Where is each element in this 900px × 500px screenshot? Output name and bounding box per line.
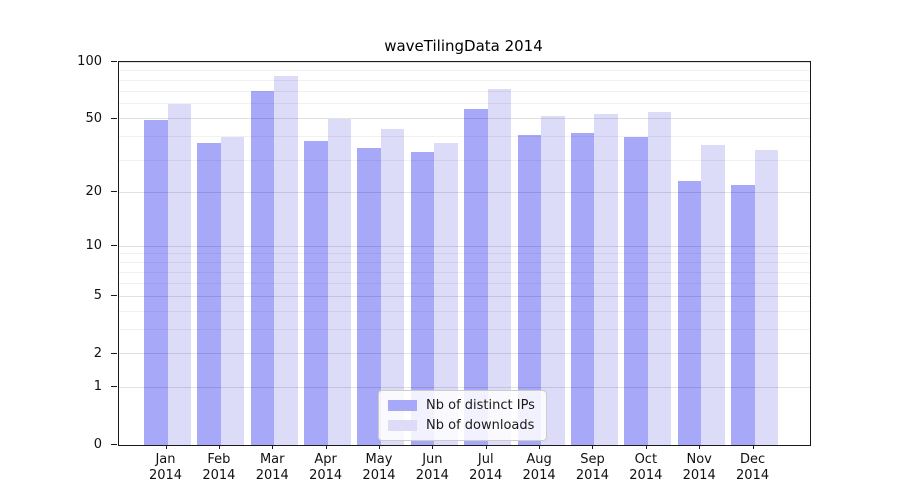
x-tick-label-apr: Apr 2014 bbox=[309, 452, 343, 483]
bar-jun-downloads bbox=[434, 143, 458, 445]
bar-oct-downloads bbox=[647, 112, 672, 445]
bar-feb-downloads bbox=[220, 136, 245, 445]
y-tick-label-1: 1 bbox=[93, 379, 102, 395]
legend: Nb of distinct IPs Nb of downloads bbox=[378, 390, 547, 441]
bar-dec-downloads bbox=[754, 149, 779, 445]
x-axis: Jan 2014 Feb 2014 Mar 2014 Apr 2014 May 2014 Jun 20… bbox=[118, 445, 809, 497]
x-tick-mark-aug bbox=[539, 445, 541, 449]
bar-nov-distinct-ips bbox=[677, 181, 702, 445]
y-tick-mark-0 bbox=[111, 444, 117, 445]
bar-jul-downloads bbox=[487, 88, 512, 445]
bar-mar-downloads bbox=[274, 76, 298, 445]
bar-sep-distinct-ips bbox=[570, 132, 595, 445]
legend-swatch-distinct-ips bbox=[388, 400, 417, 411]
y-axis: 0 1 2 5 10 20 50 100 bbox=[0, 55, 118, 451]
x-tick-label-sep: Sep 2014 bbox=[575, 452, 609, 483]
y-tick-mark-20 bbox=[111, 191, 117, 193]
bar-jan-distinct-ips bbox=[144, 120, 168, 445]
bar-nov-downloads bbox=[701, 145, 725, 445]
x-tick-label-oct: Oct 2014 bbox=[629, 452, 663, 483]
x-tick-label-may: May 2014 bbox=[362, 452, 396, 483]
x-tick-label-jan: Jan 2014 bbox=[148, 452, 183, 483]
legend-label-distinct-ips: Nb of distinct IPs bbox=[426, 398, 535, 413]
bar-sep-downloads bbox=[594, 113, 618, 445]
legend-swatch-downloads bbox=[388, 420, 417, 431]
x-tick-mark-dec bbox=[752, 445, 754, 449]
bar-jul-distinct-ips bbox=[464, 109, 488, 445]
y-tick-mark-50 bbox=[111, 117, 117, 119]
bar-jun-distinct-ips bbox=[410, 152, 435, 445]
x-tick-label-dec: Dec 2014 bbox=[736, 452, 770, 483]
x-tick-label-jun: Jun 2014 bbox=[415, 452, 449, 483]
x-tick-label-mar: Mar 2014 bbox=[255, 452, 289, 483]
x-tick-label-feb: Feb 2014 bbox=[202, 452, 236, 483]
bar-apr-downloads bbox=[327, 118, 352, 445]
chart-title: waveTilingData 2014 bbox=[384, 37, 543, 55]
x-tick-mark-sep bbox=[592, 445, 594, 449]
legend-item-distinct-ips: Nb of distinct IPs bbox=[388, 398, 535, 413]
bar-may-downloads bbox=[380, 129, 405, 445]
bar-dec-distinct-ips bbox=[731, 184, 755, 445]
y-tick-mark-5 bbox=[111, 295, 117, 297]
y-tick-mark-10 bbox=[111, 245, 117, 246]
y-tick-mark-1 bbox=[111, 386, 117, 388]
bar-jan-downloads bbox=[167, 103, 191, 445]
y-tick-mark-100 bbox=[111, 61, 117, 62]
bar-mar-distinct-ips bbox=[250, 91, 275, 445]
x-tick-mark-feb bbox=[218, 445, 220, 449]
y-tick-label-100: 100 bbox=[77, 54, 102, 69]
x-tick-mark-oct bbox=[645, 445, 647, 449]
y-tick-label-0: 0 bbox=[93, 437, 102, 452]
bar-oct-distinct-ips bbox=[624, 136, 648, 445]
bar-feb-distinct-ips bbox=[197, 143, 221, 445]
plot-area: Nb of distinct IPs Nb of downloads bbox=[118, 61, 811, 446]
legend-label-downloads: Nb of downloads bbox=[426, 418, 535, 433]
y-tick-label-20: 20 bbox=[85, 184, 102, 200]
y-tick-label-50: 50 bbox=[85, 110, 102, 126]
bars-layer bbox=[119, 62, 810, 445]
bar-apr-distinct-ips bbox=[304, 140, 328, 445]
bar-aug-downloads bbox=[541, 115, 565, 445]
x-tick-mark-apr bbox=[325, 445, 327, 449]
y-tick-mark-2 bbox=[111, 352, 117, 354]
x-tick-label-aug: Aug 2014 bbox=[522, 452, 556, 483]
x-tick-label-jul: Jul 2014 bbox=[469, 452, 503, 483]
x-tick-label-nov: Nov 2014 bbox=[682, 452, 716, 483]
x-tick-mark-jun bbox=[432, 445, 434, 449]
legend-item-downloads: Nb of downloads bbox=[388, 418, 535, 433]
x-tick-mark-nov bbox=[699, 445, 701, 449]
x-tick-mark-mar bbox=[272, 445, 274, 449]
bar-may-distinct-ips bbox=[357, 147, 381, 445]
x-tick-mark-may bbox=[378, 445, 380, 449]
x-tick-mark-jul bbox=[485, 445, 487, 449]
y-tick-label-5: 5 bbox=[93, 288, 102, 304]
y-tick-label-10: 10 bbox=[85, 238, 102, 253]
y-tick-label-2: 2 bbox=[93, 345, 102, 361]
x-tick-mark-jan bbox=[165, 445, 167, 449]
bar-aug-distinct-ips bbox=[517, 134, 542, 445]
